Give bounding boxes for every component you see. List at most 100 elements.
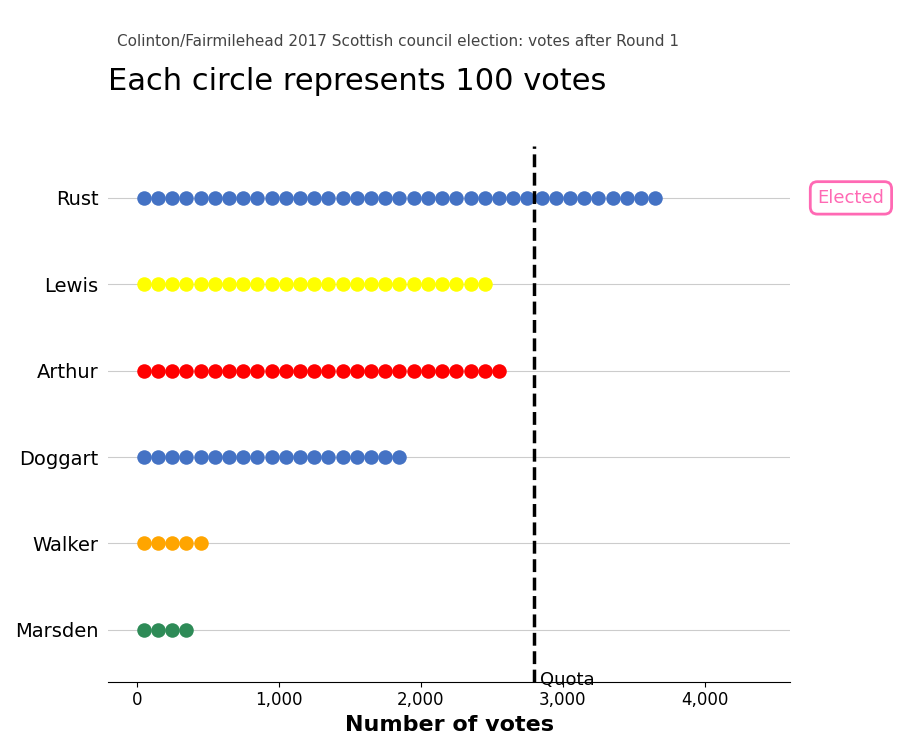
Point <box>392 364 407 376</box>
Point <box>350 364 365 376</box>
Point <box>137 278 151 290</box>
Point <box>194 538 208 550</box>
Point <box>194 451 208 463</box>
Point <box>364 364 378 376</box>
Point <box>208 278 222 290</box>
Point <box>250 364 265 376</box>
Point <box>279 278 293 290</box>
Point <box>350 278 365 290</box>
Point <box>478 364 492 376</box>
Point <box>464 192 478 204</box>
Point <box>350 451 365 463</box>
Point <box>221 364 236 376</box>
Point <box>364 192 378 204</box>
Point <box>648 192 662 204</box>
Point <box>208 451 222 463</box>
Point <box>378 278 392 290</box>
Point <box>478 192 492 204</box>
Point <box>420 364 435 376</box>
Point <box>265 278 279 290</box>
Text: Elected: Elected <box>817 189 885 207</box>
Point <box>137 451 151 463</box>
Point <box>307 192 321 204</box>
Point <box>151 192 166 204</box>
X-axis label: Number of votes: Number of votes <box>345 715 554 735</box>
Point <box>250 451 265 463</box>
Point <box>250 278 265 290</box>
Point <box>336 451 350 463</box>
Point <box>179 364 194 376</box>
Point <box>464 278 478 290</box>
Point <box>350 192 365 204</box>
Point <box>520 192 535 204</box>
Point <box>165 278 179 290</box>
Point <box>449 192 464 204</box>
Point <box>321 364 336 376</box>
Point <box>378 192 392 204</box>
Point <box>491 364 506 376</box>
Point <box>221 192 236 204</box>
Point <box>478 278 492 290</box>
Point <box>179 278 194 290</box>
Point <box>321 451 336 463</box>
Point <box>279 451 293 463</box>
Point <box>151 624 166 636</box>
Point <box>321 278 336 290</box>
Point <box>265 451 279 463</box>
Point <box>392 192 407 204</box>
Point <box>194 192 208 204</box>
Point <box>420 192 435 204</box>
Point <box>407 192 421 204</box>
Point <box>250 192 265 204</box>
Point <box>221 451 236 463</box>
Point <box>307 278 321 290</box>
Point <box>194 364 208 376</box>
Point <box>464 364 478 376</box>
Point <box>292 364 307 376</box>
Point <box>435 278 449 290</box>
Point <box>137 192 151 204</box>
Point <box>407 364 421 376</box>
Point <box>307 451 321 463</box>
Point <box>562 192 577 204</box>
Point <box>179 624 194 636</box>
Point <box>236 192 250 204</box>
Point <box>208 192 222 204</box>
Point <box>435 192 449 204</box>
Point <box>179 451 194 463</box>
Point <box>179 192 194 204</box>
Point <box>535 192 549 204</box>
Point <box>634 192 648 204</box>
Point <box>364 451 378 463</box>
Point <box>236 364 250 376</box>
Point <box>279 364 293 376</box>
Point <box>194 278 208 290</box>
Point <box>137 364 151 376</box>
Point <box>420 278 435 290</box>
Point <box>307 364 321 376</box>
Point <box>265 364 279 376</box>
Point <box>392 451 407 463</box>
Point <box>165 451 179 463</box>
Text: Colinton/Fairmilehead 2017 Scottish council election: votes after Round 1: Colinton/Fairmilehead 2017 Scottish coun… <box>117 34 679 49</box>
Point <box>236 278 250 290</box>
Point <box>165 624 179 636</box>
Point <box>292 451 307 463</box>
Point <box>265 192 279 204</box>
Point <box>151 364 166 376</box>
Point <box>236 451 250 463</box>
Point <box>435 364 449 376</box>
Point <box>577 192 591 204</box>
Point <box>506 192 520 204</box>
Point <box>292 192 307 204</box>
Point <box>165 538 179 550</box>
Point <box>151 451 166 463</box>
Point <box>208 364 222 376</box>
Point <box>606 192 620 204</box>
Point <box>292 278 307 290</box>
Point <box>137 538 151 550</box>
Point <box>449 278 464 290</box>
Text: Quota: Quota <box>540 671 595 689</box>
Point <box>137 624 151 636</box>
Point <box>151 538 166 550</box>
